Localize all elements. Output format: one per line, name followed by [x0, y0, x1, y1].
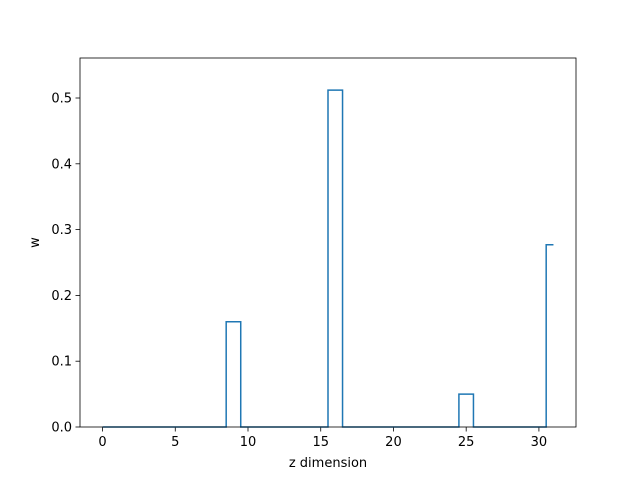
x-axis-label: z dimension: [289, 456, 367, 471]
y-axis-ticks: 0.0 0.1 0.2 0.3 0.4 0.5: [51, 92, 80, 436]
y-tick-label: 0.2: [51, 289, 72, 304]
y-axis-label: w: [28, 237, 43, 248]
x-tick-label: 0: [98, 435, 106, 450]
y-tick-label: 0.0: [51, 421, 72, 436]
x-tick-label: 20: [385, 435, 402, 450]
y-tick-label: 0.4: [51, 157, 72, 172]
y-tick-label: 0.3: [51, 223, 72, 238]
x-tick-label: 10: [240, 435, 257, 450]
x-tick-label: 5: [171, 435, 179, 450]
x-tick-label: 30: [531, 435, 548, 450]
x-tick-label: 25: [458, 435, 475, 450]
x-tick-label: 15: [312, 435, 329, 450]
x-axis-ticks: 0 5 10 15 20 25 30: [98, 427, 547, 450]
y-tick-label: 0.1: [51, 355, 72, 370]
series-line: [102, 89, 554, 428]
y-tick-label: 0.5: [51, 92, 72, 107]
plot-frame: [79, 57, 577, 428]
